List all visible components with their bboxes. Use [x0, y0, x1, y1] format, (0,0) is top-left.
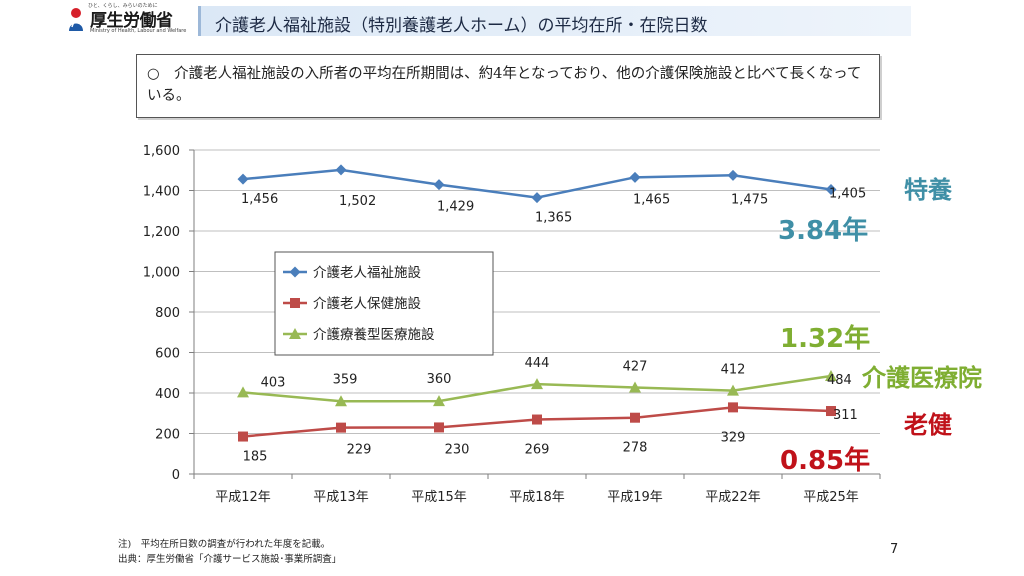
data-point-tokuyo: [237, 173, 249, 185]
roken-years: 0.85年: [780, 446, 871, 476]
data-label-roken: 278: [623, 441, 648, 456]
data-label-iryo: 427: [623, 360, 648, 375]
data-point-tokuyo: [727, 169, 739, 181]
summary-text: ○ 介護老人福祉施設の入所者の平均在所期間は、約4年となっており、他の介護保険施…: [147, 66, 862, 104]
logo-name: 厚生労働省: [90, 11, 173, 31]
data-label-iryo: 412: [721, 363, 746, 378]
data-point-roken: [238, 431, 248, 442]
legend-marker-roken: [290, 298, 300, 308]
tokuyo-years: 3.84年: [778, 216, 869, 246]
data-point-iryo: [531, 378, 543, 390]
data-point-tokuyo: [335, 164, 347, 176]
tokuyo-label: 特養: [904, 176, 952, 204]
data-point-iryo: [727, 384, 739, 396]
data-label-tokuyo: 1,465: [633, 192, 670, 207]
y-tick-label: 1,600: [143, 144, 180, 159]
data-label-roken: 230: [445, 442, 470, 457]
x-tick-label: 平成12年: [215, 490, 271, 505]
legend-label-iryo: 介護療養型医療施設: [313, 326, 435, 343]
data-label-tokuyo: 1,502: [339, 194, 376, 209]
page-title: 介護老人福祉施設（特別養護老人ホーム）の平均在所・在院日数: [215, 16, 708, 36]
data-point-iryo: [825, 369, 837, 381]
logo-tagline: ひと、くらし、みらいのために: [88, 3, 158, 9]
data-label-tokuyo: 1,365: [535, 211, 572, 226]
data-point-tokuyo: [629, 171, 641, 183]
data-label-iryo: 403: [261, 375, 286, 390]
data-point-iryo: [629, 381, 641, 393]
iryo-years: 1.32年: [780, 324, 871, 354]
data-label-iryo: 444: [525, 356, 550, 371]
data-label-iryo: 484: [827, 373, 852, 388]
footnote-note: 注) 平均在所日数の調査が行われた年度を記載。: [118, 539, 331, 550]
data-point-tokuyo: [825, 183, 837, 195]
data-label-roken: 185: [243, 450, 268, 465]
data-point-roken: [826, 406, 836, 417]
data-label-tokuyo: 1,456: [241, 192, 278, 207]
x-tick-label: 平成19年: [607, 490, 663, 505]
legend: [274, 251, 494, 356]
y-tick-label: 400: [155, 387, 180, 402]
data-label-tokuyo: 1,429: [437, 200, 474, 215]
mhlw-logo-icon: [69, 8, 83, 31]
data-point-roken: [336, 422, 346, 433]
x-tick-label: 平成15年: [411, 490, 467, 505]
roken-label: 老健: [904, 411, 952, 439]
x-tick-label: 平成25年: [803, 490, 859, 505]
data-point-tokuyo: [433, 179, 445, 191]
mhlw-logo: ひと、くらし、みらいのために 厚生労働省 Ministry of Health,…: [66, 3, 206, 38]
x-tick-label: 平成18年: [509, 490, 565, 505]
x-tick-label: 平成22年: [705, 490, 761, 505]
data-label-roken: 229: [347, 443, 372, 458]
y-tick-label: 800: [155, 306, 180, 321]
y-tick-label: 600: [155, 347, 180, 362]
page-number: 7: [890, 542, 899, 557]
data-label-iryo: 360: [427, 372, 452, 387]
y-tick-label: 0: [172, 468, 180, 483]
summary-box: ○ 介護老人福祉施設の入所者の平均在所期間は、約4年となっており、他の介護保険施…: [136, 54, 880, 118]
legend-label-roken: 介護老人保健施設: [313, 296, 421, 312]
iryo-label: 介護医療院: [862, 364, 982, 392]
x-tick-label: 平成13年: [313, 490, 369, 505]
footnote-source: 出典：厚生労働省「介護サービス施設･事業所調査」: [118, 554, 342, 565]
legend-marker-tokuyo: [289, 266, 301, 278]
y-tick-label: 200: [155, 428, 180, 443]
data-point-roken: [434, 422, 444, 433]
data-label-roken: 329: [721, 430, 746, 445]
data-point-iryo: [335, 395, 347, 407]
data-point-iryo: [433, 395, 445, 407]
data-point-roken: [728, 402, 738, 413]
logo-english: Ministry of Health, Labour and Welfare: [90, 28, 187, 34]
title-bar: 介護老人福祉施設（特別養護老人ホーム）の平均在所・在院日数: [198, 6, 911, 36]
data-label-roken: 311: [833, 408, 858, 423]
data-point-tokuyo: [531, 192, 543, 204]
data-label-tokuyo: 1,405: [829, 186, 866, 201]
data-point-roken: [630, 412, 640, 423]
y-tick-label: 1,200: [143, 225, 180, 240]
data-point-roken: [532, 414, 542, 425]
y-tick-label: 1,400: [143, 185, 180, 200]
data-label-iryo: 359: [333, 372, 358, 387]
data-label-roken: 269: [525, 443, 550, 458]
data-label-tokuyo: 1,475: [731, 192, 768, 207]
legend-label-tokuyo: 介護老人福祉施設: [313, 265, 421, 281]
data-point-iryo: [237, 386, 249, 398]
y-tick-label: 1,000: [143, 266, 180, 281]
legend-marker-iryo: [289, 328, 301, 339]
